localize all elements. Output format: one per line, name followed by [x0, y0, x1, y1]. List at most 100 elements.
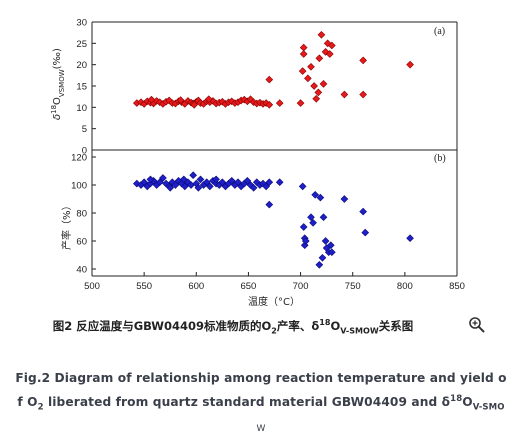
yield-point	[189, 171, 197, 180]
panel-a-label: (a)	[434, 26, 445, 37]
delta18o-point	[312, 94, 321, 103]
y-tick-label: 30	[76, 18, 87, 29]
x-tick-label: 500	[84, 281, 100, 292]
x-tick-label: 700	[293, 281, 309, 292]
yield-point	[202, 178, 211, 187]
yield-point	[218, 178, 227, 187]
delta18o-point	[307, 62, 315, 71]
caption-cn-mid: 产率、δ	[276, 319, 320, 333]
x-tick-label: 750	[345, 281, 361, 292]
caption-cn-suffix: 关系图	[378, 319, 414, 333]
yield-point	[301, 237, 310, 245]
caption-cn-sub1: 2	[271, 326, 277, 336]
caption-cn-prefix: 图2 反应温度与GBW04409标准物质的O	[52, 319, 272, 333]
y-tick-label: 80	[76, 209, 87, 220]
yield-point	[311, 190, 319, 199]
yield-point	[262, 182, 270, 191]
panel-b: 40 60 80 100 120 500 550 600 650 700 750 800 850 (b…	[60, 150, 465, 308]
delta18o-point	[359, 90, 367, 99]
yield-point	[299, 223, 308, 231]
yield-point	[406, 234, 414, 243]
yield-point	[171, 181, 180, 189]
delta18o-point	[359, 56, 367, 65]
delta18o-point	[317, 30, 326, 39]
caption-cn-sup: 18	[319, 318, 331, 328]
delta18o-point	[325, 50, 334, 58]
delta18o-point	[304, 74, 312, 83]
figure: 0 5 10 15 20 25 30 (a) δ18OVSMOW(‰) 40 60 80 100 1…	[50, 18, 465, 309]
delta18o-point	[406, 60, 414, 69]
yield-point	[227, 176, 236, 185]
y-tick-label: 25	[76, 39, 87, 50]
panel-b-y-title: 产率（%）	[60, 200, 73, 250]
zoom-in-icon[interactable]	[468, 316, 486, 334]
yield-point	[234, 178, 242, 187]
delta18o-point	[296, 99, 305, 107]
yield-point	[146, 175, 155, 184]
yield-point	[265, 178, 274, 187]
figure-caption-cn: 图2 反应温度与GBW04409标准物质的O2产率、δ18OV-SMOW关系图	[0, 318, 466, 335]
yield-point	[265, 200, 274, 209]
yield-point	[196, 175, 205, 184]
x-tick-label: 850	[449, 281, 465, 292]
caption-en-line2: f O2 liberated from quartz standard mate…	[17, 394, 505, 413]
yield-point	[180, 182, 189, 191]
caption-cn-o: O	[330, 319, 341, 333]
yield-point	[309, 218, 317, 227]
yield-point	[166, 183, 175, 192]
yield-point	[212, 175, 220, 184]
delta18o-point	[310, 82, 318, 90]
yield-point	[328, 248, 336, 257]
panel-a-y-title: δ18OVSMOW(‰)	[50, 48, 66, 120]
delta18o-point	[265, 75, 274, 84]
caption-en-line3: W	[256, 423, 266, 434]
yield-point	[300, 241, 309, 250]
yield-point	[319, 213, 328, 222]
yield-point	[315, 260, 324, 269]
y-tick-label: 100	[71, 181, 87, 192]
y-tick-label: 60	[76, 237, 87, 248]
yield-point	[359, 207, 367, 216]
yield-point	[133, 179, 141, 188]
caption-en-line1: Fig.2 Diagram of relationship among reac…	[15, 371, 507, 385]
x-tick-label: 600	[188, 281, 204, 292]
yield-point	[318, 253, 327, 262]
delta18o-point	[299, 50, 308, 58]
delta18o-point	[190, 100, 199, 109]
caption-cn-sub2: V-SMOW	[340, 326, 379, 336]
figure-caption-en: Fig.2 Diagram of relationship among reac…	[4, 368, 518, 440]
yield-point	[194, 183, 203, 192]
yield-point	[249, 183, 258, 192]
yield-point	[243, 176, 252, 185]
yield-point	[361, 228, 370, 237]
x-tick-label: 800	[397, 281, 413, 292]
delta18o-point	[275, 99, 284, 107]
yield-point	[275, 178, 284, 187]
y-tick-label: 40	[76, 265, 87, 276]
y-tick-label: 120	[71, 153, 87, 164]
delta18o-point	[265, 100, 274, 109]
delta18o-point	[147, 95, 156, 104]
yield-point	[326, 241, 335, 250]
y-tick-label: 5	[82, 124, 87, 135]
delta18o-point	[298, 67, 307, 75]
delta18o-point	[314, 88, 323, 97]
x-axis-title: 温度（°C）	[248, 295, 300, 308]
delta18o-point	[315, 54, 324, 63]
delta18o-point	[319, 80, 328, 88]
yield-point	[340, 195, 349, 203]
delta18o-point	[204, 95, 213, 104]
delta18o-point	[176, 96, 185, 104]
y-tick-label: 20	[76, 60, 87, 71]
y-tick-label: 15	[76, 82, 87, 93]
x-tick-label: 550	[136, 281, 152, 292]
panel-b-label: (b)	[434, 153, 446, 164]
y-tick-label: 10	[76, 103, 87, 114]
delta18o-point	[340, 90, 349, 99]
yield-point	[140, 178, 148, 187]
yield-point	[307, 213, 315, 222]
yield-point	[179, 175, 188, 184]
yield-point	[321, 237, 330, 245]
yield-point	[159, 174, 167, 182]
yield-point	[155, 178, 164, 187]
